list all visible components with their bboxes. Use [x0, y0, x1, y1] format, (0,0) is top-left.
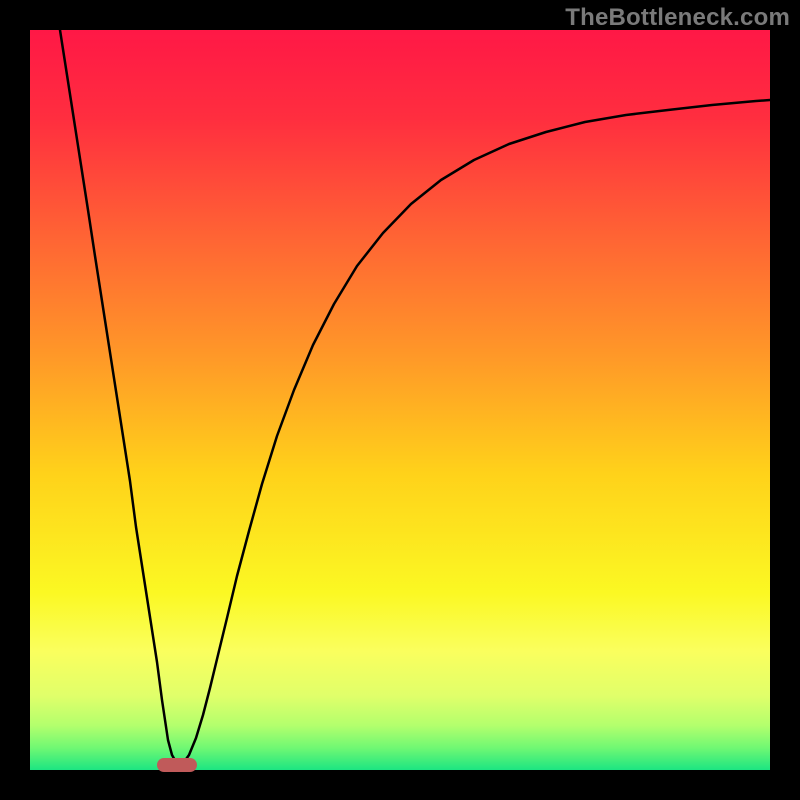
watermark-text: TheBottleneck.com [565, 4, 790, 32]
plot-background [30, 30, 770, 770]
chart-container: TheBottleneck.com [0, 0, 800, 800]
bottleneck-chart [0, 0, 800, 800]
optimum-marker [157, 758, 197, 772]
